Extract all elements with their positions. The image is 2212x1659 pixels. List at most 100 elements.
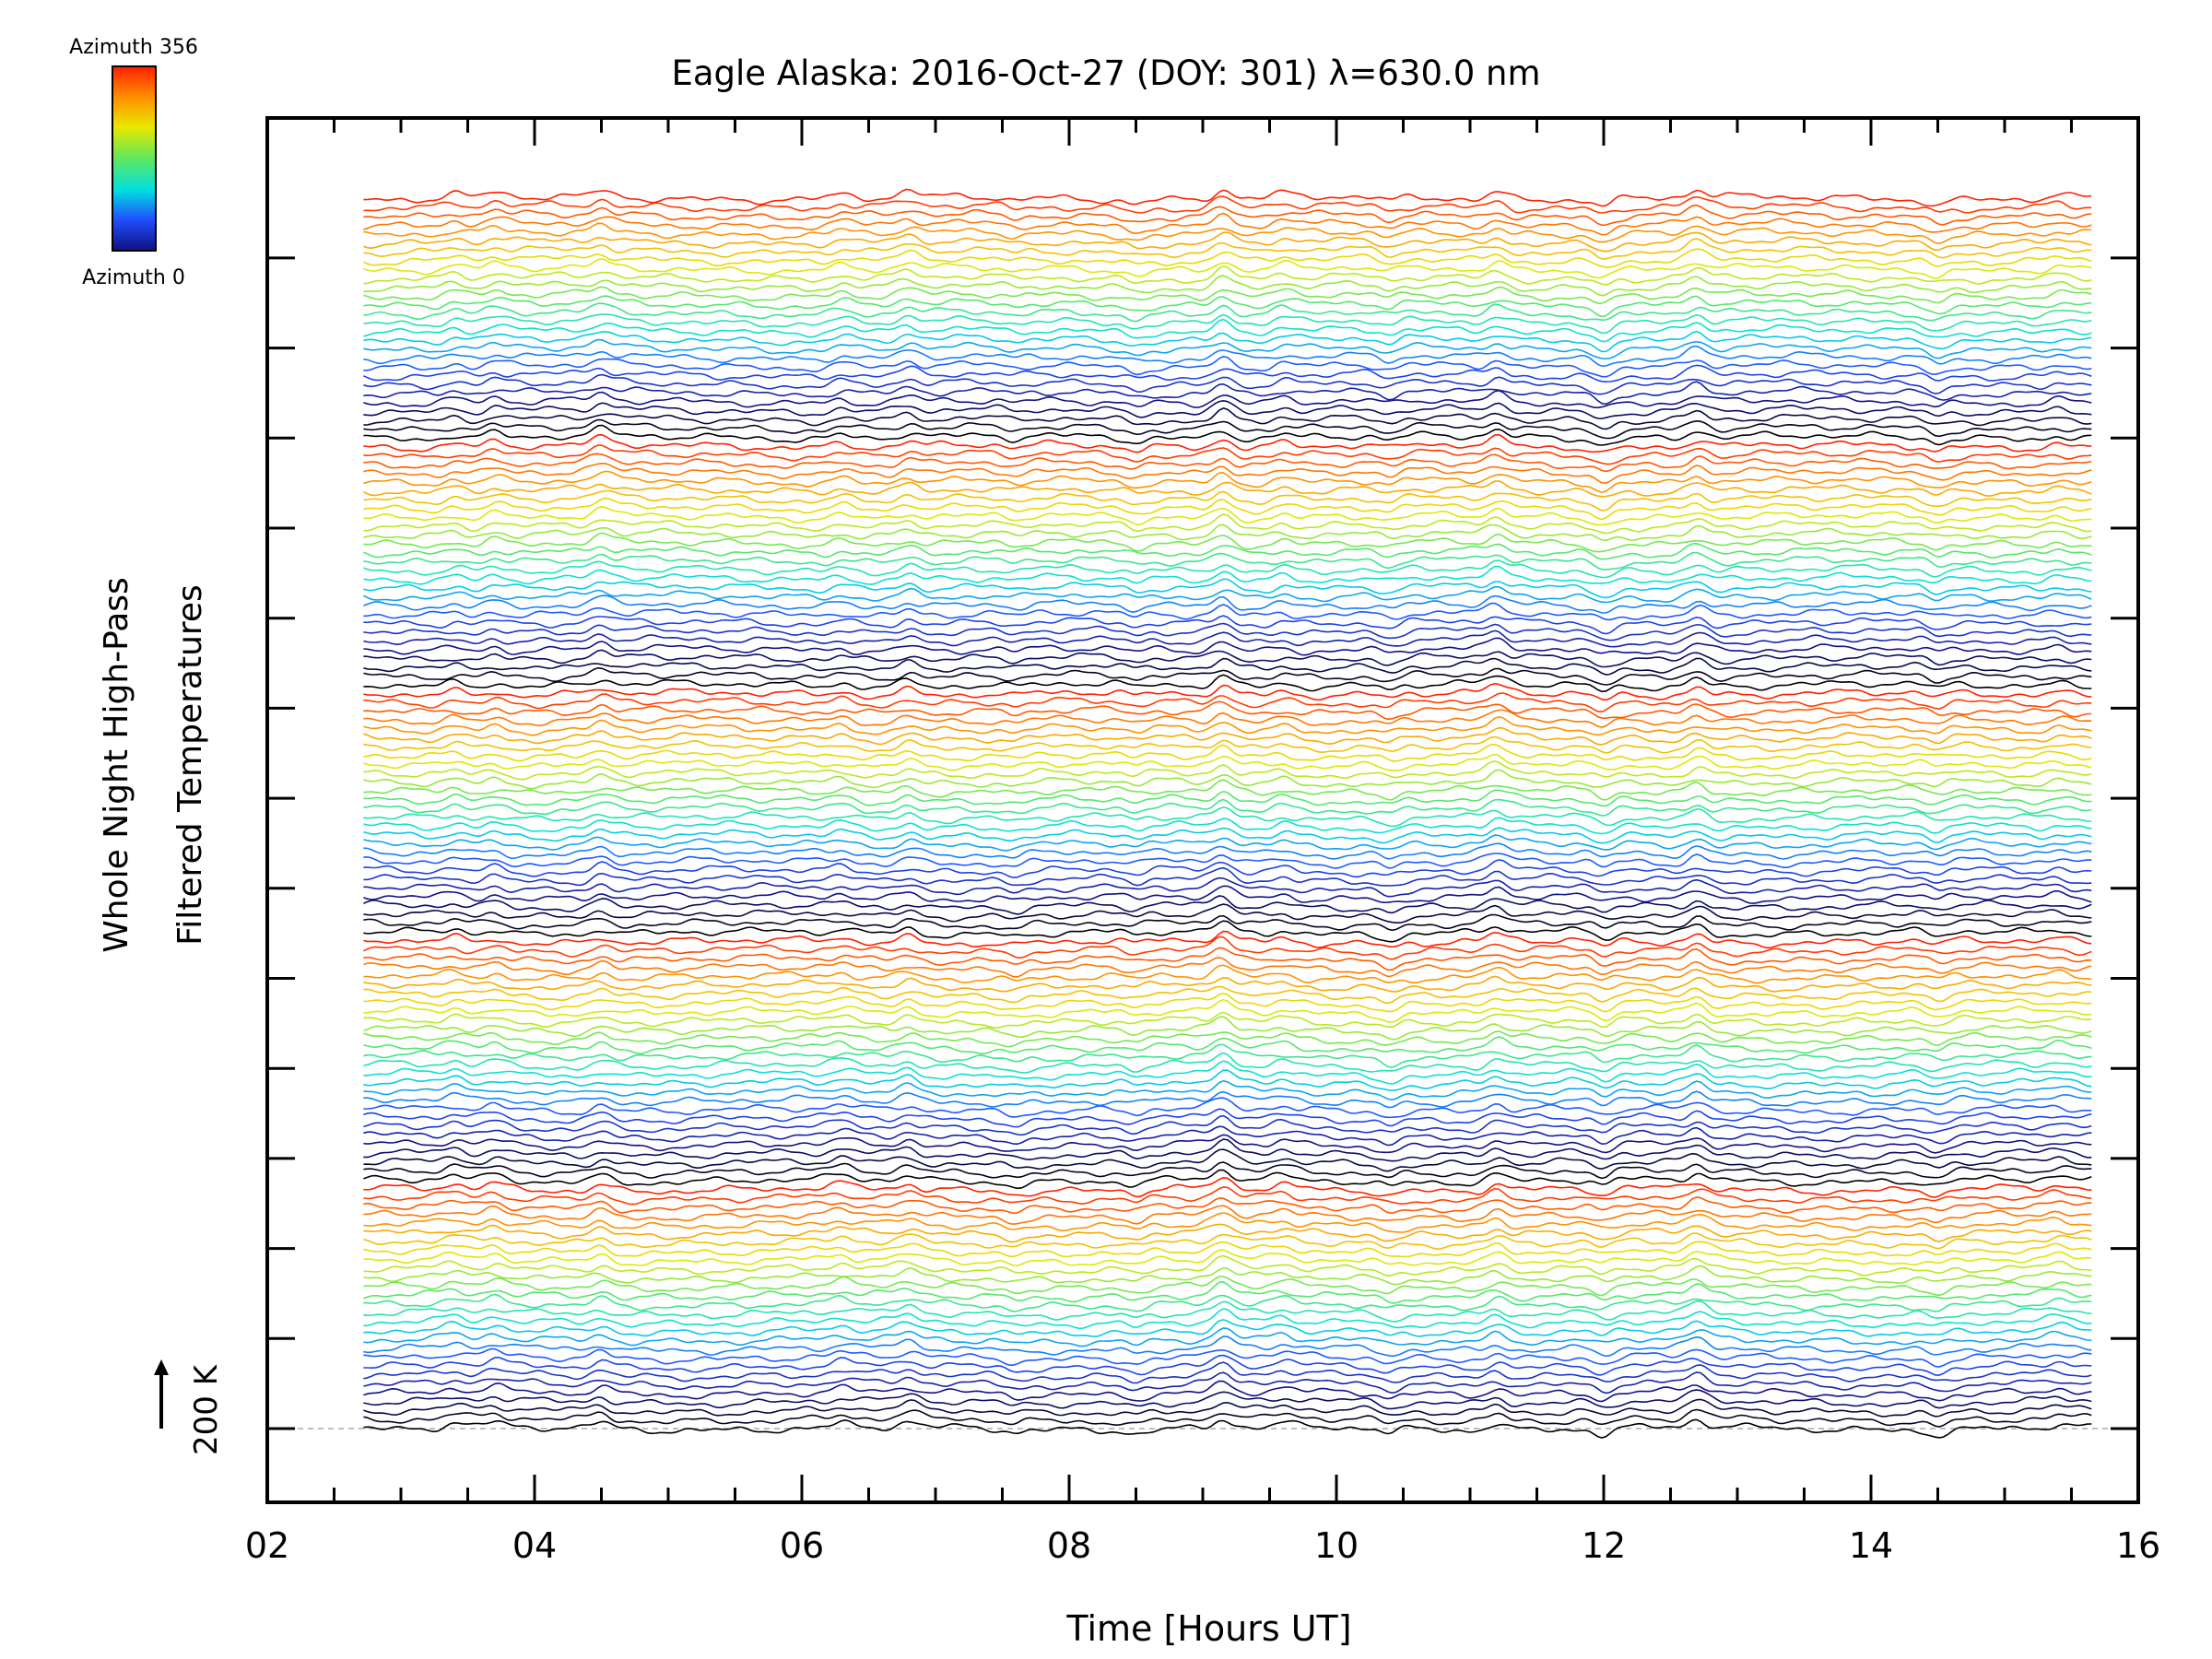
series-line	[363, 1108, 2092, 1128]
series-line	[363, 444, 2092, 465]
colorbar-bottom-label: Azimuth 0	[82, 266, 185, 289]
series-line	[363, 424, 2092, 446]
series-line	[363, 559, 2092, 579]
y-axis-label-line2: Filtered Temperatures	[171, 584, 209, 946]
series-line	[363, 1212, 2092, 1233]
series-line	[363, 657, 2092, 676]
series-line	[363, 913, 2092, 932]
series-line	[363, 666, 2092, 686]
series-line	[363, 1254, 2092, 1277]
colorbar-top-label: Azimuth 356	[69, 36, 198, 59]
series-line	[363, 753, 2092, 771]
series-line	[363, 992, 2092, 1013]
series-line	[363, 585, 2092, 604]
series-line	[363, 345, 2092, 368]
series-line	[363, 1361, 2092, 1384]
series-line	[363, 524, 2092, 542]
series-line	[363, 602, 2092, 621]
series-line	[363, 877, 2092, 898]
series-line	[363, 513, 2092, 535]
series-line	[363, 1371, 2092, 1394]
series-line	[363, 1335, 2092, 1358]
series-line	[363, 1354, 2092, 1376]
series-line	[363, 399, 2092, 419]
series-line	[363, 1408, 2092, 1428]
series-line	[363, 258, 2092, 279]
series-line	[363, 895, 2092, 915]
x-tick-label: 14	[1849, 1525, 1893, 1566]
colorbar	[112, 65, 157, 252]
series-line	[363, 389, 2092, 409]
x-tick-label: 16	[2116, 1525, 2160, 1566]
series-line	[363, 692, 2092, 713]
series-line	[363, 373, 2092, 395]
series-line	[363, 188, 2092, 207]
series-line	[363, 674, 2092, 693]
series-line	[363, 1265, 2092, 1286]
series-line	[363, 480, 2092, 498]
series-line	[363, 313, 2092, 335]
series-line	[363, 985, 2092, 1005]
series-line	[363, 302, 2092, 323]
x-tick-label: 12	[1582, 1525, 1626, 1566]
y-ticks	[267, 256, 2138, 1430]
series-line	[363, 1060, 2092, 1085]
series-line	[363, 1241, 2092, 1258]
series-line	[363, 1169, 2092, 1190]
series-line	[363, 1134, 2092, 1154]
series-line	[363, 930, 2092, 949]
series-line	[363, 1196, 2092, 1215]
series-line	[363, 817, 2092, 835]
chart-title: Eagle Alaska: 2016-Oct-27 (DOY: 301) λ=6…	[671, 53, 1540, 93]
series-line	[363, 1398, 2092, 1418]
series-line	[363, 806, 2092, 828]
series-line	[363, 1418, 2092, 1439]
series-line	[363, 975, 2092, 993]
series-line	[363, 318, 2092, 343]
series-line	[363, 453, 2092, 473]
series-line	[363, 779, 2092, 801]
series-line	[363, 212, 2092, 236]
series-line	[363, 956, 2092, 978]
series-line	[363, 1293, 2092, 1312]
series-line	[363, 1308, 2092, 1330]
series-line	[363, 789, 2092, 807]
series-line	[363, 497, 2092, 521]
series-line	[363, 1114, 2092, 1136]
series-line	[363, 866, 2092, 887]
series-line	[363, 1036, 2092, 1055]
scale-arrow-head	[154, 1359, 169, 1375]
series-line	[363, 682, 2092, 701]
series-line	[363, 1079, 2092, 1101]
series-line	[363, 578, 2092, 599]
series-line	[363, 418, 2092, 440]
series-line	[363, 204, 2092, 227]
x-ticks: 02 04 06 08 10 12 14 16	[245, 118, 2160, 1566]
series-line	[363, 1249, 2092, 1266]
series-line	[363, 629, 2092, 648]
series-line	[363, 1176, 2092, 1198]
x-tick-label: 10	[1314, 1525, 1359, 1566]
series-line	[363, 542, 2092, 560]
x-tick-label: 06	[780, 1525, 824, 1566]
series-line	[363, 532, 2092, 553]
series-line	[363, 1069, 2092, 1091]
series-line	[363, 1205, 2092, 1226]
series-line	[363, 859, 2092, 879]
series-line	[363, 295, 2092, 318]
series-line	[363, 330, 2092, 353]
series-line	[363, 1389, 2092, 1410]
series-line	[363, 222, 2092, 245]
series-line	[363, 735, 2092, 754]
series-line	[363, 356, 2092, 378]
x-axis-label: Time [Hours UT]	[1065, 1608, 1351, 1649]
series-line	[363, 1030, 2092, 1048]
y-axis-label-line1: Whole Night High-Pass	[98, 577, 135, 953]
series-line	[363, 1232, 2092, 1251]
series-line	[363, 709, 2092, 728]
series-line	[363, 470, 2092, 493]
series-line	[363, 700, 2092, 721]
x-tick-label: 02	[245, 1525, 289, 1566]
series-line	[363, 489, 2092, 512]
